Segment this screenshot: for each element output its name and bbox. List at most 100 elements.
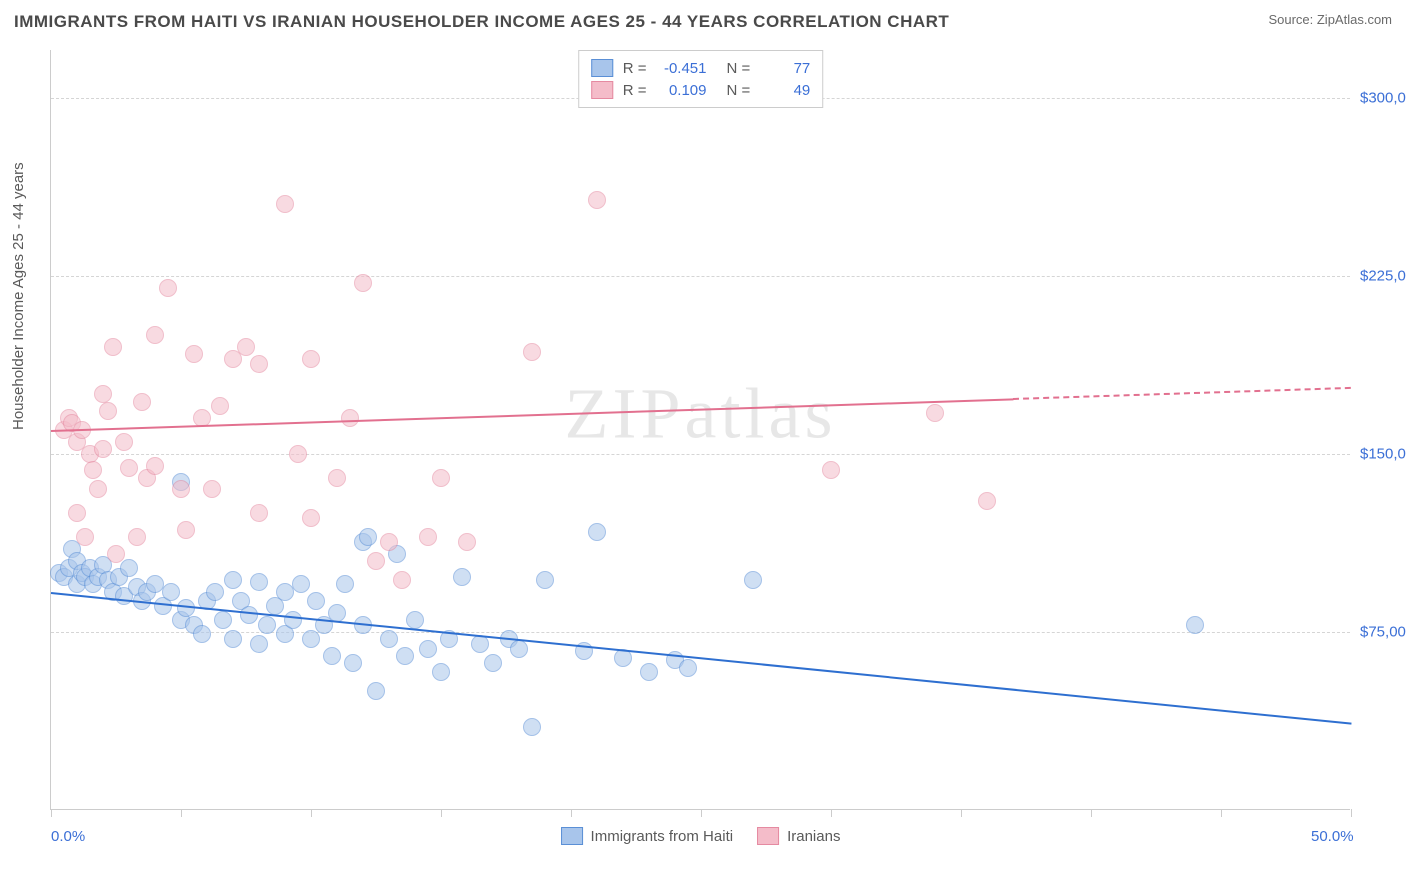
data-point <box>336 575 354 593</box>
data-point <box>133 393 151 411</box>
series-legend: Immigrants from Haiti Iranians <box>561 827 841 845</box>
watermark: ZIPatlas <box>565 373 837 456</box>
data-point <box>211 397 229 415</box>
data-point <box>84 461 102 479</box>
r-label: R = <box>623 82 647 99</box>
chart-container: IMMIGRANTS FROM HAITI VS IRANIAN HOUSEHO… <box>0 0 1406 892</box>
data-point <box>76 528 94 546</box>
data-point <box>432 469 450 487</box>
r-value: -0.451 <box>657 60 707 77</box>
data-point <box>250 635 268 653</box>
n-value: 49 <box>760 82 810 99</box>
data-point <box>307 592 325 610</box>
data-point <box>146 326 164 344</box>
legend-row: R =0.109N =49 <box>591 79 811 101</box>
data-point <box>128 528 146 546</box>
data-point <box>328 469 346 487</box>
x-tick <box>961 809 962 817</box>
data-point <box>458 533 476 551</box>
data-point <box>172 480 190 498</box>
data-point <box>396 647 414 665</box>
data-point <box>224 571 242 589</box>
x-tick-label: 50.0% <box>1311 828 1354 845</box>
data-point <box>224 630 242 648</box>
data-point <box>146 457 164 475</box>
legend-item: Iranians <box>757 827 840 845</box>
chart-title: IMMIGRANTS FROM HAITI VS IRANIAN HOUSEHO… <box>14 12 949 32</box>
data-point <box>89 480 107 498</box>
y-tick-label: $150,000 <box>1360 445 1406 462</box>
gridline <box>51 632 1350 633</box>
data-point <box>380 533 398 551</box>
data-point <box>393 571 411 589</box>
data-point <box>250 504 268 522</box>
data-point <box>284 611 302 629</box>
data-point <box>536 571 554 589</box>
data-point <box>302 350 320 368</box>
data-point <box>162 583 180 601</box>
data-point <box>120 559 138 577</box>
data-point <box>822 461 840 479</box>
x-tick <box>181 809 182 817</box>
data-point <box>432 663 450 681</box>
data-point <box>344 654 362 672</box>
y-tick-label: $300,000 <box>1360 89 1406 106</box>
x-tick <box>1351 809 1352 817</box>
legend-swatch <box>757 827 779 845</box>
x-tick <box>1221 809 1222 817</box>
legend-row: R = -0.451 N = 77 <box>591 57 811 79</box>
r-label: R = <box>623 60 647 77</box>
data-point <box>104 338 122 356</box>
n-value: 77 <box>760 60 810 77</box>
source-label: Source: ZipAtlas.com <box>1268 12 1392 27</box>
x-tick-label: 0.0% <box>51 828 85 845</box>
trend-line <box>1013 387 1351 400</box>
data-point <box>250 355 268 373</box>
data-point <box>588 191 606 209</box>
data-point <box>978 492 996 510</box>
data-point <box>115 433 133 451</box>
y-tick-label: $75,000 <box>1360 623 1406 640</box>
x-tick <box>441 809 442 817</box>
data-point <box>193 625 211 643</box>
x-tick <box>701 809 702 817</box>
data-point <box>367 682 385 700</box>
data-point <box>258 616 276 634</box>
x-tick <box>1091 809 1092 817</box>
data-point <box>354 274 372 292</box>
data-point <box>107 545 125 563</box>
legend-item: Immigrants from Haiti <box>561 827 734 845</box>
data-point <box>68 504 86 522</box>
data-point <box>926 404 944 422</box>
data-point <box>120 459 138 477</box>
data-point <box>250 573 268 591</box>
x-tick <box>571 809 572 817</box>
data-point <box>523 343 541 361</box>
data-point <box>203 480 221 498</box>
r-value: 0.109 <box>657 82 707 99</box>
data-point <box>214 611 232 629</box>
legend-label: Iranians <box>787 828 840 845</box>
legend-swatch <box>591 59 613 77</box>
data-point <box>359 528 377 546</box>
x-tick <box>311 809 312 817</box>
data-point <box>302 630 320 648</box>
data-point <box>640 663 658 681</box>
data-point <box>588 523 606 541</box>
data-point <box>323 647 341 665</box>
data-point <box>99 402 117 420</box>
data-point <box>302 509 320 527</box>
data-point <box>419 640 437 658</box>
data-point <box>484 654 502 672</box>
trend-line <box>51 592 1351 725</box>
y-axis-label: Householder Income Ages 25 - 44 years <box>10 162 27 430</box>
gridline <box>51 276 1350 277</box>
x-tick <box>51 809 52 817</box>
data-point <box>237 338 255 356</box>
data-point <box>94 385 112 403</box>
data-point <box>289 445 307 463</box>
data-point <box>94 440 112 458</box>
data-point <box>380 630 398 648</box>
n-label: N = <box>727 60 751 77</box>
data-point <box>341 409 359 427</box>
